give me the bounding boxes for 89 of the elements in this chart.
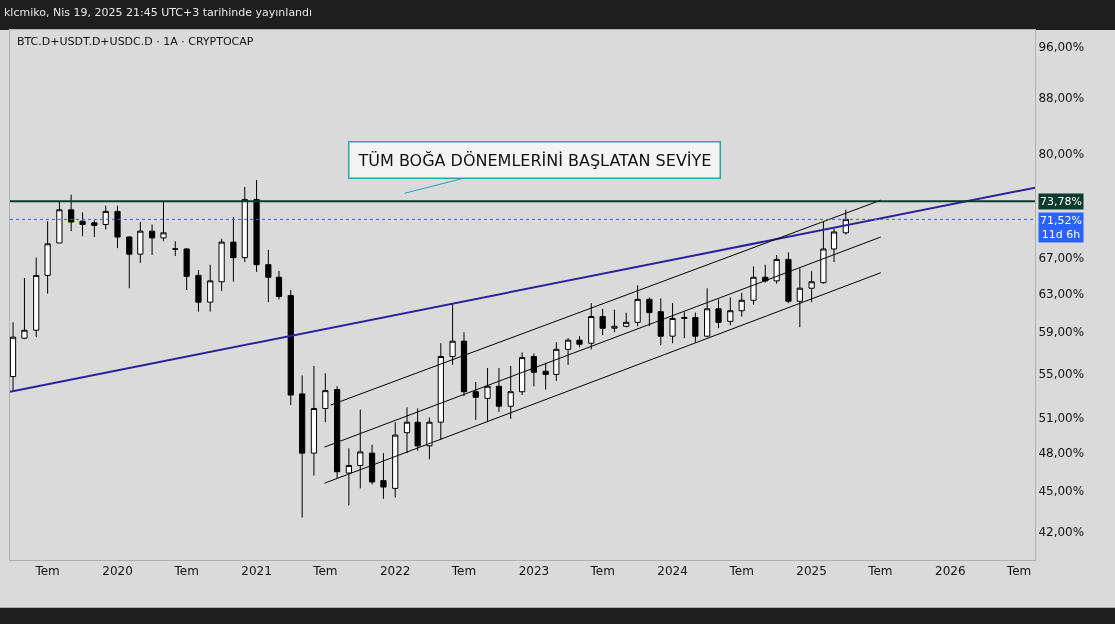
y-tick-label: 80,00% — [1038, 146, 1085, 161]
candlestick — [553, 341, 560, 382]
candlestick — [530, 352, 537, 387]
candlestick — [646, 296, 653, 327]
y-tick-label: 48,00% — [1038, 446, 1085, 461]
x-tick-label: 2021 — [241, 564, 272, 579]
candlestick — [599, 308, 606, 336]
candlestick — [230, 216, 237, 283]
y-tick-label: 42,00% — [1038, 524, 1085, 539]
candlestick — [160, 200, 167, 242]
candlestick — [657, 297, 664, 346]
candlestick — [114, 205, 121, 249]
candlestick — [750, 265, 757, 306]
candlestick — [137, 221, 144, 264]
candlestick — [195, 269, 202, 313]
x-tick-label: 2020 — [102, 564, 133, 579]
x-tick-label: Tem — [450, 564, 477, 579]
x-tick-label: Tem — [867, 564, 893, 579]
candlestick — [472, 381, 479, 421]
x-tick-label: 2023 — [518, 564, 550, 579]
x-tick-label: Tem — [173, 564, 199, 579]
candlestick — [634, 284, 641, 327]
candlestick — [738, 292, 745, 318]
candlestick — [692, 312, 699, 343]
y-tick-label: 45,00% — [1038, 484, 1085, 499]
candlestick — [426, 417, 433, 460]
y-tick-label: 96,00% — [1038, 40, 1085, 55]
x-tick-label: Tem — [589, 564, 615, 579]
candlestick — [275, 270, 283, 300]
candlestick — [519, 351, 526, 396]
candlestick — [33, 257, 40, 338]
candlestick — [126, 235, 133, 289]
y-tick-label: 88,00% — [1038, 91, 1085, 106]
candlestick — [265, 249, 272, 303]
x-tick-label: 2022 — [379, 564, 411, 579]
candlestick — [102, 205, 109, 230]
y-tick-label: 55,00% — [1038, 366, 1085, 381]
ref-line-label: 73,78% — [1040, 195, 1082, 208]
x-tick-label: 2026 — [935, 564, 966, 579]
x-tick-label: Tem — [34, 564, 60, 579]
candlestick — [460, 331, 468, 397]
candlestick — [588, 302, 595, 350]
candlestick — [241, 186, 248, 263]
candlestick — [91, 219, 98, 238]
x-tick-label: 2025 — [796, 564, 827, 579]
candlestick — [207, 264, 214, 313]
candlestick — [484, 367, 491, 423]
candlestick — [773, 254, 780, 285]
candlestick — [299, 374, 306, 519]
candlestick — [68, 194, 75, 232]
candlestick — [785, 251, 792, 304]
candlestick — [310, 365, 318, 477]
candlestick — [623, 312, 630, 328]
y-tick-label: 63,00% — [1038, 286, 1085, 301]
candlestick — [576, 335, 583, 348]
candlestick — [681, 311, 688, 339]
candlestick — [495, 367, 503, 413]
candlestick — [148, 224, 156, 256]
candlestick — [44, 220, 51, 295]
candlestick — [715, 298, 722, 329]
candlestick — [218, 238, 225, 292]
candlestick — [704, 287, 711, 338]
candlestick — [449, 302, 456, 366]
y-tick-label: 51,00% — [1038, 410, 1085, 425]
y-tick-label: 59,00% — [1038, 325, 1085, 340]
candlestick — [21, 277, 28, 340]
candlestick — [79, 211, 86, 237]
x-tick-label: Tem — [312, 564, 338, 579]
candlestick — [611, 309, 618, 333]
candlestick — [564, 337, 572, 366]
candlestick — [56, 200, 63, 244]
x-tick-label: Tem — [728, 564, 754, 579]
annotation: TÜM BOĞA DÖNEMLERİNİ BAŞLATAN SEVİYE — [357, 150, 712, 170]
chart-subtitle: klcmiko, Nis 19, 2025 21:45 UTC+3 tarihinde yayınlandı — [4, 6, 313, 19]
candlestick — [727, 296, 734, 326]
ref-line-label: 71,52% 11d 6h — [1040, 214, 1082, 242]
candlestick — [507, 365, 514, 420]
x-tick-label: Tem — [1005, 564, 1032, 579]
candlestick — [287, 289, 294, 406]
y-tick-label: 67,00% — [1038, 250, 1085, 265]
candlestick — [253, 179, 260, 273]
text: BTC.D+USDT.D+USDC.D · 1A · CRYPTOCAP — [17, 35, 254, 48]
candlestick — [172, 240, 179, 257]
x-tick-label: 2024 — [657, 564, 688, 579]
candlestick — [542, 362, 549, 391]
candlestick — [762, 264, 769, 284]
candlestick — [183, 247, 190, 291]
candlestick — [669, 302, 676, 344]
candlestick — [10, 321, 17, 393]
